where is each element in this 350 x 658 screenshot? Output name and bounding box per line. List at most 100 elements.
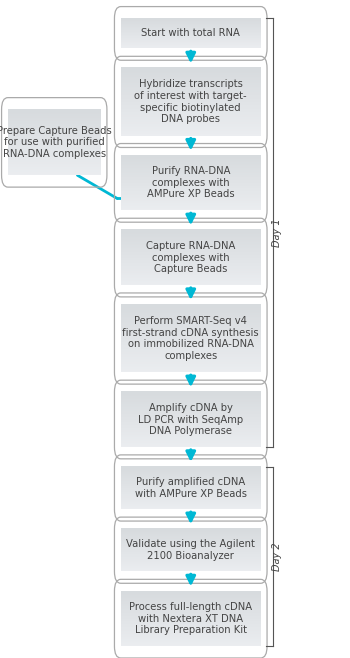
Bar bbox=[121, 496, 261, 497]
Bar bbox=[121, 330, 261, 332]
Bar bbox=[121, 128, 261, 130]
Text: Purify RNA-DNA
complexes with
AMPure XP Beads: Purify RNA-DNA complexes with AMPure XP … bbox=[147, 166, 234, 199]
Bar bbox=[121, 624, 261, 626]
Bar bbox=[121, 116, 261, 118]
Bar bbox=[121, 111, 261, 114]
Bar bbox=[121, 159, 261, 161]
Bar bbox=[8, 171, 101, 174]
Bar bbox=[121, 490, 261, 492]
Bar bbox=[8, 161, 101, 164]
Bar bbox=[8, 137, 101, 139]
Bar bbox=[121, 625, 261, 627]
Bar bbox=[121, 484, 261, 486]
Bar bbox=[121, 536, 261, 538]
Bar bbox=[121, 170, 261, 172]
Bar bbox=[121, 604, 261, 606]
Text: Day 2: Day 2 bbox=[272, 542, 282, 570]
Bar bbox=[121, 353, 261, 355]
Bar bbox=[121, 163, 261, 165]
Bar bbox=[121, 125, 261, 127]
Bar bbox=[121, 351, 261, 354]
Bar bbox=[121, 613, 261, 615]
Bar bbox=[8, 111, 101, 113]
Bar bbox=[121, 160, 261, 163]
Bar bbox=[121, 182, 261, 184]
Bar bbox=[121, 257, 261, 259]
Bar bbox=[121, 346, 261, 349]
Bar bbox=[121, 370, 261, 372]
Bar bbox=[121, 546, 261, 548]
Bar bbox=[121, 35, 261, 36]
Bar bbox=[121, 340, 261, 342]
Bar bbox=[121, 471, 261, 473]
Bar bbox=[121, 21, 261, 22]
Bar bbox=[121, 404, 261, 406]
Bar bbox=[121, 96, 261, 99]
Bar bbox=[121, 23, 261, 24]
Bar bbox=[121, 490, 261, 491]
Bar bbox=[121, 597, 261, 599]
Bar bbox=[121, 313, 261, 315]
Bar bbox=[121, 157, 261, 159]
Bar bbox=[121, 114, 261, 117]
Bar bbox=[121, 177, 261, 179]
Bar bbox=[121, 19, 261, 20]
Bar bbox=[121, 420, 261, 422]
Bar bbox=[121, 479, 261, 480]
Bar bbox=[121, 483, 261, 485]
Bar bbox=[121, 254, 261, 256]
Bar bbox=[121, 167, 261, 169]
Bar bbox=[8, 150, 101, 152]
Bar bbox=[121, 199, 261, 201]
Bar bbox=[121, 556, 261, 557]
Bar bbox=[121, 493, 261, 494]
Bar bbox=[121, 437, 261, 439]
Bar bbox=[121, 272, 261, 274]
Bar bbox=[121, 264, 261, 266]
Text: Perform SMART-Seq v4
first-strand cDNA synthesis
on immobilized RNA-DNA
complexe: Perform SMART-Seq v4 first-strand cDNA s… bbox=[122, 316, 259, 361]
Bar bbox=[121, 636, 261, 638]
Bar bbox=[121, 324, 261, 327]
Bar bbox=[121, 360, 261, 362]
Bar bbox=[121, 355, 261, 357]
Bar bbox=[121, 481, 261, 483]
Bar bbox=[121, 615, 261, 617]
Bar bbox=[121, 32, 261, 34]
Bar bbox=[121, 178, 261, 180]
Bar bbox=[121, 395, 261, 397]
Bar bbox=[8, 168, 101, 170]
Bar bbox=[8, 109, 101, 111]
Bar bbox=[121, 38, 261, 39]
Bar bbox=[121, 348, 261, 350]
Bar bbox=[121, 186, 261, 188]
Bar bbox=[121, 166, 261, 168]
Bar bbox=[121, 91, 261, 93]
Bar bbox=[121, 245, 261, 247]
Bar bbox=[8, 114, 101, 116]
Bar bbox=[121, 101, 261, 103]
Bar bbox=[121, 171, 261, 173]
Bar bbox=[121, 232, 261, 234]
Bar bbox=[121, 34, 261, 36]
Bar bbox=[121, 316, 261, 318]
Bar bbox=[121, 443, 261, 445]
Bar bbox=[121, 30, 261, 31]
Bar bbox=[121, 392, 261, 393]
Bar bbox=[121, 538, 261, 540]
Bar bbox=[121, 592, 261, 594]
Bar bbox=[121, 18, 261, 20]
Bar bbox=[121, 319, 261, 322]
Bar bbox=[121, 34, 261, 35]
Bar bbox=[121, 265, 261, 267]
Bar bbox=[121, 559, 261, 561]
Bar bbox=[121, 251, 261, 253]
Bar bbox=[121, 249, 261, 251]
Bar bbox=[121, 36, 261, 37]
Bar bbox=[121, 499, 261, 501]
Bar bbox=[121, 189, 261, 191]
Bar bbox=[121, 278, 261, 280]
Text: Day 1: Day 1 bbox=[272, 218, 282, 247]
Bar bbox=[121, 269, 261, 271]
Bar bbox=[121, 601, 261, 603]
Bar bbox=[121, 542, 261, 544]
